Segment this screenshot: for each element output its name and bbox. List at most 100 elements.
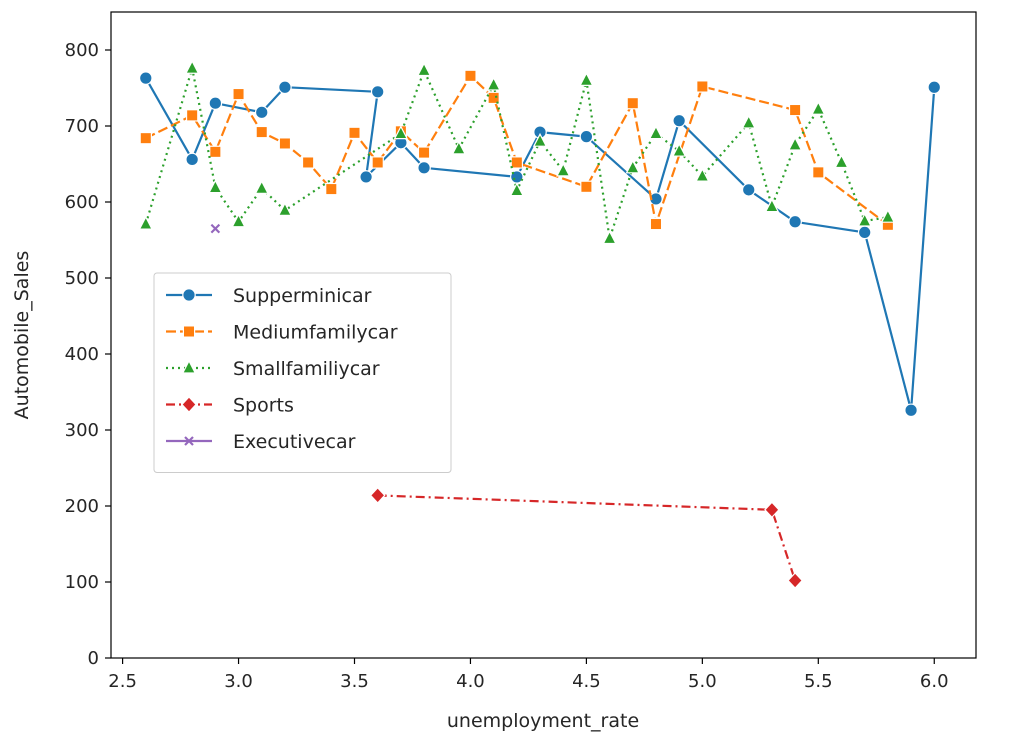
y-tick-label: 500: [65, 268, 99, 289]
data-point-smallfamiliycar: [811, 100, 826, 115]
legend-label: Supperminicar: [233, 285, 372, 307]
data-point-supperminicar: [417, 161, 431, 175]
y-tick-label: 200: [65, 496, 99, 517]
series-executivecar: [210, 223, 221, 234]
data-point-supperminicar: [208, 96, 223, 110]
legend: Supperminicar Mediumfamilycar Smallfamiliy…: [153, 272, 452, 473]
data-point-smallfamiliycar: [857, 212, 872, 227]
x-tick-label: 5.0: [688, 671, 717, 692]
data-point-supperminicar: [857, 225, 872, 240]
data-point-supperminicar: [185, 152, 199, 167]
data-point-mediumfamilycar: [812, 166, 825, 179]
series-layer: [138, 59, 942, 589]
data-point-smallfamiliycar: [451, 140, 467, 155]
data-point-smallfamiliycar: [532, 132, 548, 147]
data-point-sports: [787, 572, 803, 589]
legend-marker: [181, 396, 197, 413]
x-tick-label: 2.5: [108, 671, 137, 692]
data-point-supperminicar: [579, 129, 594, 144]
legend-item-mediumfamilycar: Mediumfamilycar: [166, 322, 398, 344]
data-point-mediumfamilycar: [649, 217, 663, 231]
legend-label: Executivecar: [233, 431, 356, 453]
series-line-smallfamiliycar: [144, 67, 889, 240]
data-point-smallfamiliycar: [254, 180, 269, 194]
y-tick-label: 100: [65, 572, 99, 593]
series-smallfamiliycar: [138, 59, 896, 245]
data-point-executivecar: [210, 223, 221, 234]
series-supperminicar: [138, 71, 942, 418]
y-tick-label: 600: [65, 192, 99, 213]
x-tick-label: 4.5: [572, 671, 601, 692]
data-point-mediumfamilycar: [371, 156, 384, 169]
legend-marker: [182, 288, 196, 302]
data-point-smallfamiliycar: [625, 159, 640, 174]
data-point-smallfamiliycar: [764, 198, 780, 213]
data-point-mediumfamilycar: [301, 156, 315, 169]
legend-frame: [153, 272, 452, 473]
x-marker-stroke: [184, 436, 194, 446]
data-point-supperminicar: [672, 113, 686, 128]
data-point-smallfamiliycar: [509, 182, 525, 197]
data-point-smallfamiliycar: [277, 202, 293, 216]
x-tick-label: 5.5: [804, 671, 833, 692]
legend-label: Sports: [233, 395, 294, 417]
y-tick-label: 400: [65, 344, 99, 365]
x-tick-label: 3.5: [340, 671, 369, 692]
data-point-mediumfamilycar: [232, 87, 245, 101]
data-point-mediumfamilycar: [185, 109, 199, 122]
data-point-mediumfamilycar: [348, 126, 361, 140]
legend-marker: [181, 359, 197, 374]
data-point-smallfamiliycar: [695, 167, 710, 182]
data-point-supperminicar: [741, 183, 756, 197]
data-point-supperminicar: [927, 80, 942, 95]
data-point-mediumfamilycar: [139, 131, 152, 145]
x-tick-label: 6.0: [920, 671, 949, 692]
data-point-smallfamiliycar: [602, 230, 617, 245]
legend-marker: [182, 325, 196, 338]
data-point-mediumfamilycar: [417, 146, 431, 159]
legend-item-smallfamiliycar: Smallfamiliycar: [166, 358, 380, 380]
data-point-smallfamiliycar: [486, 76, 501, 91]
data-point-smallfamiliycar: [834, 154, 849, 169]
legend-marker: [184, 436, 194, 446]
data-point-mediumfamilycar: [209, 145, 222, 159]
data-point-smallfamiliycar: [556, 162, 571, 177]
y-axis-label: Automobile_Sales: [11, 251, 33, 420]
data-point-smallfamiliycar: [787, 136, 803, 151]
data-point-mediumfamilycar: [510, 156, 524, 169]
data-point-sports: [369, 486, 386, 504]
x-tick-label: 3.0: [224, 671, 253, 692]
data-point-smallfamiliycar: [416, 62, 432, 77]
y-tick-label: 300: [65, 420, 99, 441]
data-point-smallfamiliycar: [138, 215, 153, 230]
legend-item-executivecar: Executivecar: [166, 431, 356, 453]
legend-label: Smallfamiliycar: [233, 358, 380, 380]
data-point-mediumfamilycar: [255, 125, 268, 139]
data-point-sports: [764, 501, 780, 519]
legend-label: Mediumfamilycar: [233, 322, 398, 344]
data-point-supperminicar: [370, 85, 385, 99]
data-point-mediumfamilycar: [464, 69, 477, 83]
data-point-mediumfamilycar: [696, 80, 709, 93]
data-point-mediumfamilycar: [788, 103, 802, 117]
y-tick-label: 800: [65, 40, 99, 61]
data-point-mediumfamilycar: [278, 137, 292, 150]
series-sports: [369, 486, 803, 589]
data-point-smallfamiliycar: [231, 213, 246, 228]
data-point-supperminicar: [649, 192, 663, 206]
data-point-smallfamiliycar: [671, 142, 687, 157]
data-point-supperminicar: [254, 105, 269, 120]
legend-item-supperminicar: Supperminicar: [166, 285, 372, 307]
data-point-smallfamiliycar: [579, 72, 594, 87]
data-point-supperminicar: [278, 80, 292, 95]
data-point-smallfamiliycar: [184, 59, 200, 74]
y-tick-label: 0: [88, 648, 99, 669]
x-tick-label: 4.0: [456, 671, 485, 692]
data-point-mediumfamilycar: [626, 96, 639, 110]
axis-layer: 2.5 3.0 3.5 4.0 4.5 5.0 5.5 6.0 0 100 200 300 400 500…: [65, 40, 949, 692]
data-point-mediumfamilycar: [487, 91, 500, 105]
data-point-smallfamiliycar: [648, 125, 664, 140]
legend-item-sports: Sports: [166, 395, 294, 417]
